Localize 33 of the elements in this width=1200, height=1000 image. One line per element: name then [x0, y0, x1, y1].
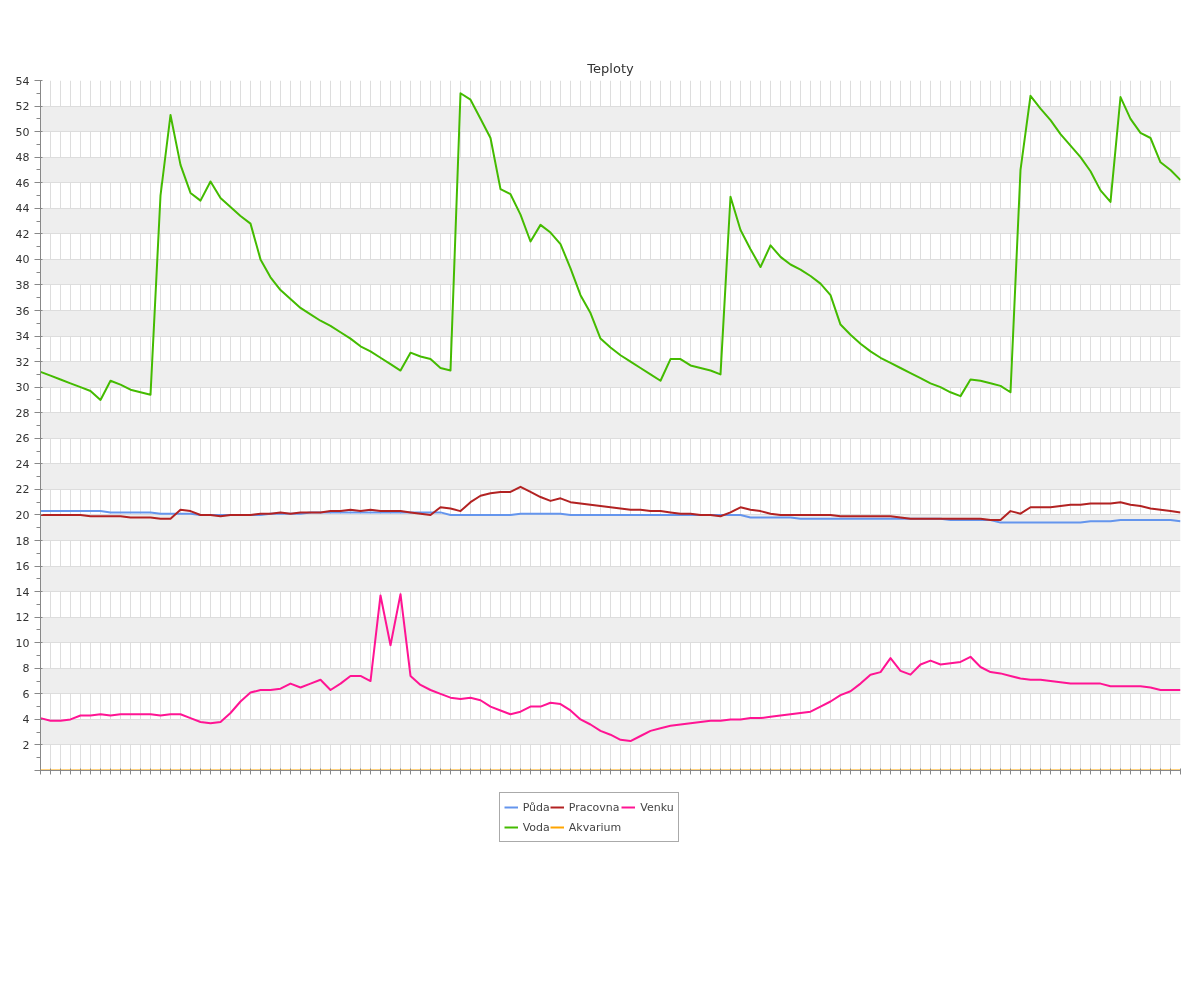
- y-tick-label: 28: [15, 406, 30, 420]
- y-tick-label: 16: [15, 560, 30, 574]
- legend-label: Pracovna: [568, 800, 620, 814]
- legend-label: Akvarium: [568, 820, 622, 834]
- y-tick-label: 38: [15, 278, 30, 292]
- y-tick-label: 4: [22, 713, 30, 727]
- y-tick-label: 36: [15, 304, 30, 318]
- y-tick-label: 54: [15, 74, 30, 88]
- y-tick-label: 12: [15, 611, 30, 625]
- y-tick-label: 34: [15, 330, 30, 344]
- y-tick-label: 46: [15, 176, 30, 190]
- y-tick-label: 44: [15, 202, 30, 216]
- y-tick-label: 50: [15, 125, 30, 139]
- y-tick-label: 40: [15, 253, 30, 267]
- y-tick-label: 8: [22, 662, 30, 676]
- y-tick-label: 32: [15, 355, 30, 369]
- y-tick-label: 24: [15, 457, 30, 471]
- y-tick-label: 42: [15, 227, 30, 241]
- y-tick-label: 48: [15, 151, 30, 165]
- y-tick-label: 18: [15, 534, 30, 548]
- y-tick-label: 30: [15, 381, 30, 395]
- chart-title: Teploty: [586, 60, 634, 76]
- y-tick-label: 52: [15, 100, 30, 114]
- y-tick-label: 6: [22, 687, 30, 701]
- y-tick-label: 26: [15, 432, 30, 446]
- y-tick-label: 2: [22, 738, 30, 752]
- y-tick-label: 14: [15, 585, 30, 599]
- legend-label: Půda: [522, 800, 550, 814]
- y-tick-label: 10: [15, 636, 30, 650]
- legend-label: Venku: [640, 800, 674, 814]
- y-tick-label: 20: [15, 508, 30, 522]
- y-tick-label: 22: [15, 483, 30, 497]
- legend-label: Voda: [522, 820, 550, 834]
